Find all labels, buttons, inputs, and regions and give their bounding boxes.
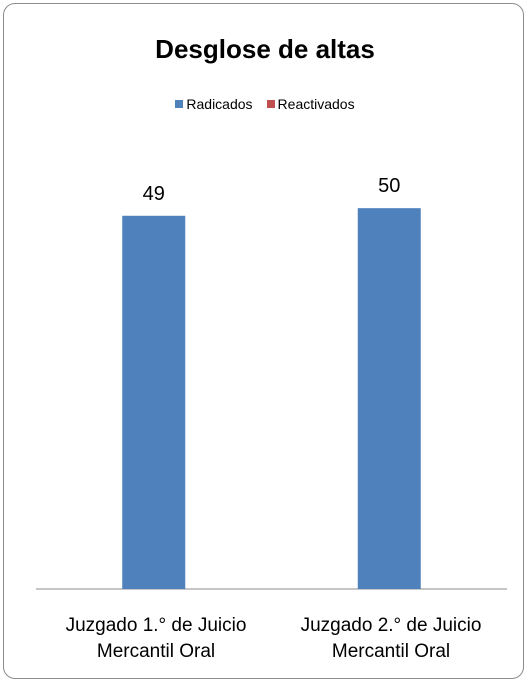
bar-radicados-1 [122, 215, 186, 590]
x-tick-label-1-line-2: Mercantil Oral [96, 641, 216, 662]
chart-title: Desglose de altas [155, 34, 375, 64]
data-label-2: 50 [378, 175, 400, 197]
legend-label-reactivados: Reactivados [277, 96, 355, 112]
chart-legend: Radicados Reactivados [0, 96, 530, 112]
x-tick-label-2-line-1: Juzgado 2.° de Juicio [300, 615, 482, 636]
legend-swatch-reactivados [266, 100, 275, 108]
bar-radicados-2 [357, 208, 421, 589]
legend-item-radicados: Radicados [175, 96, 253, 112]
x-tick-label-2: Juzgado 2.° de Juicio Mercantil Oral [271, 613, 511, 665]
legend-item-reactivados: Reactivados [266, 96, 355, 112]
x-tick-label-1: Juzgado 1.° de Juicio Mercantil Oral [36, 613, 276, 665]
data-label-1: 49 [143, 183, 165, 205]
x-tick-label-1-line-1: Juzgado 1.° de Juicio [65, 615, 247, 636]
legend-swatch-radicados [175, 100, 184, 108]
x-tick-label-2-line-2: Mercantil Oral [331, 641, 451, 662]
chart-frame [3, 3, 524, 679]
legend-label-radicados: Radicados [186, 96, 253, 112]
